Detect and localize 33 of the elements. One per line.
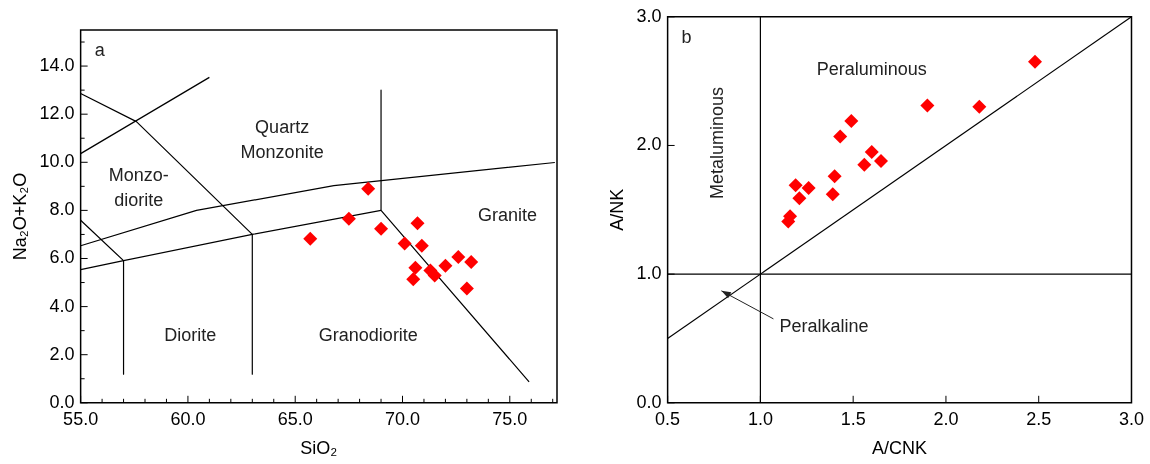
annotation: b (681, 26, 692, 47)
y-tick-label: 1.0 (636, 263, 662, 284)
x-tick-label: 60.0 (170, 408, 206, 429)
y-tick-label: 12.0 (39, 103, 75, 124)
annotation: a (94, 39, 106, 60)
annotation: Diorite (164, 324, 217, 345)
annotation: Peraluminous (816, 58, 927, 79)
y-tick-label: 10.0 (39, 151, 75, 172)
x-tick-label: 3.0 (1118, 408, 1144, 429)
x-axis-title: SiO₂ (300, 438, 338, 459)
y-tick-label: 6.0 (49, 247, 75, 268)
x-tick-label: 2.5 (1026, 408, 1052, 429)
y-axis-title: A/NK (606, 188, 627, 231)
annotation: Granodiorite (318, 324, 418, 345)
y-axis-title: Na₂O+K₂O (9, 172, 30, 261)
annotation: Peralkaline (779, 315, 869, 336)
x-tick-label: 1.0 (747, 408, 773, 429)
x-tick-label: 1.5 (840, 408, 866, 429)
y-tick-label: 8.0 (49, 199, 75, 220)
x-axis-title: A/CNK (872, 438, 928, 459)
annotation: Quartz Monzonite (240, 117, 324, 163)
annotation: Metaluminous (706, 86, 727, 200)
y-tick-label: 4.0 (49, 295, 75, 316)
annotation: Monzo- diorite (108, 165, 169, 211)
x-tick-label: 70.0 (384, 408, 421, 429)
annotation: Granite (477, 205, 537, 226)
y-tick-label: 3.0 (636, 5, 662, 26)
y-tick-label: 14.0 (39, 55, 75, 76)
x-tick-label: 65.0 (277, 408, 313, 429)
y-tick-label: 2.0 (636, 134, 662, 155)
x-tick-label: 75.0 (492, 408, 528, 429)
y-tick-label: 2.0 (49, 343, 75, 364)
x-tick-label: 2.0 (933, 408, 959, 429)
